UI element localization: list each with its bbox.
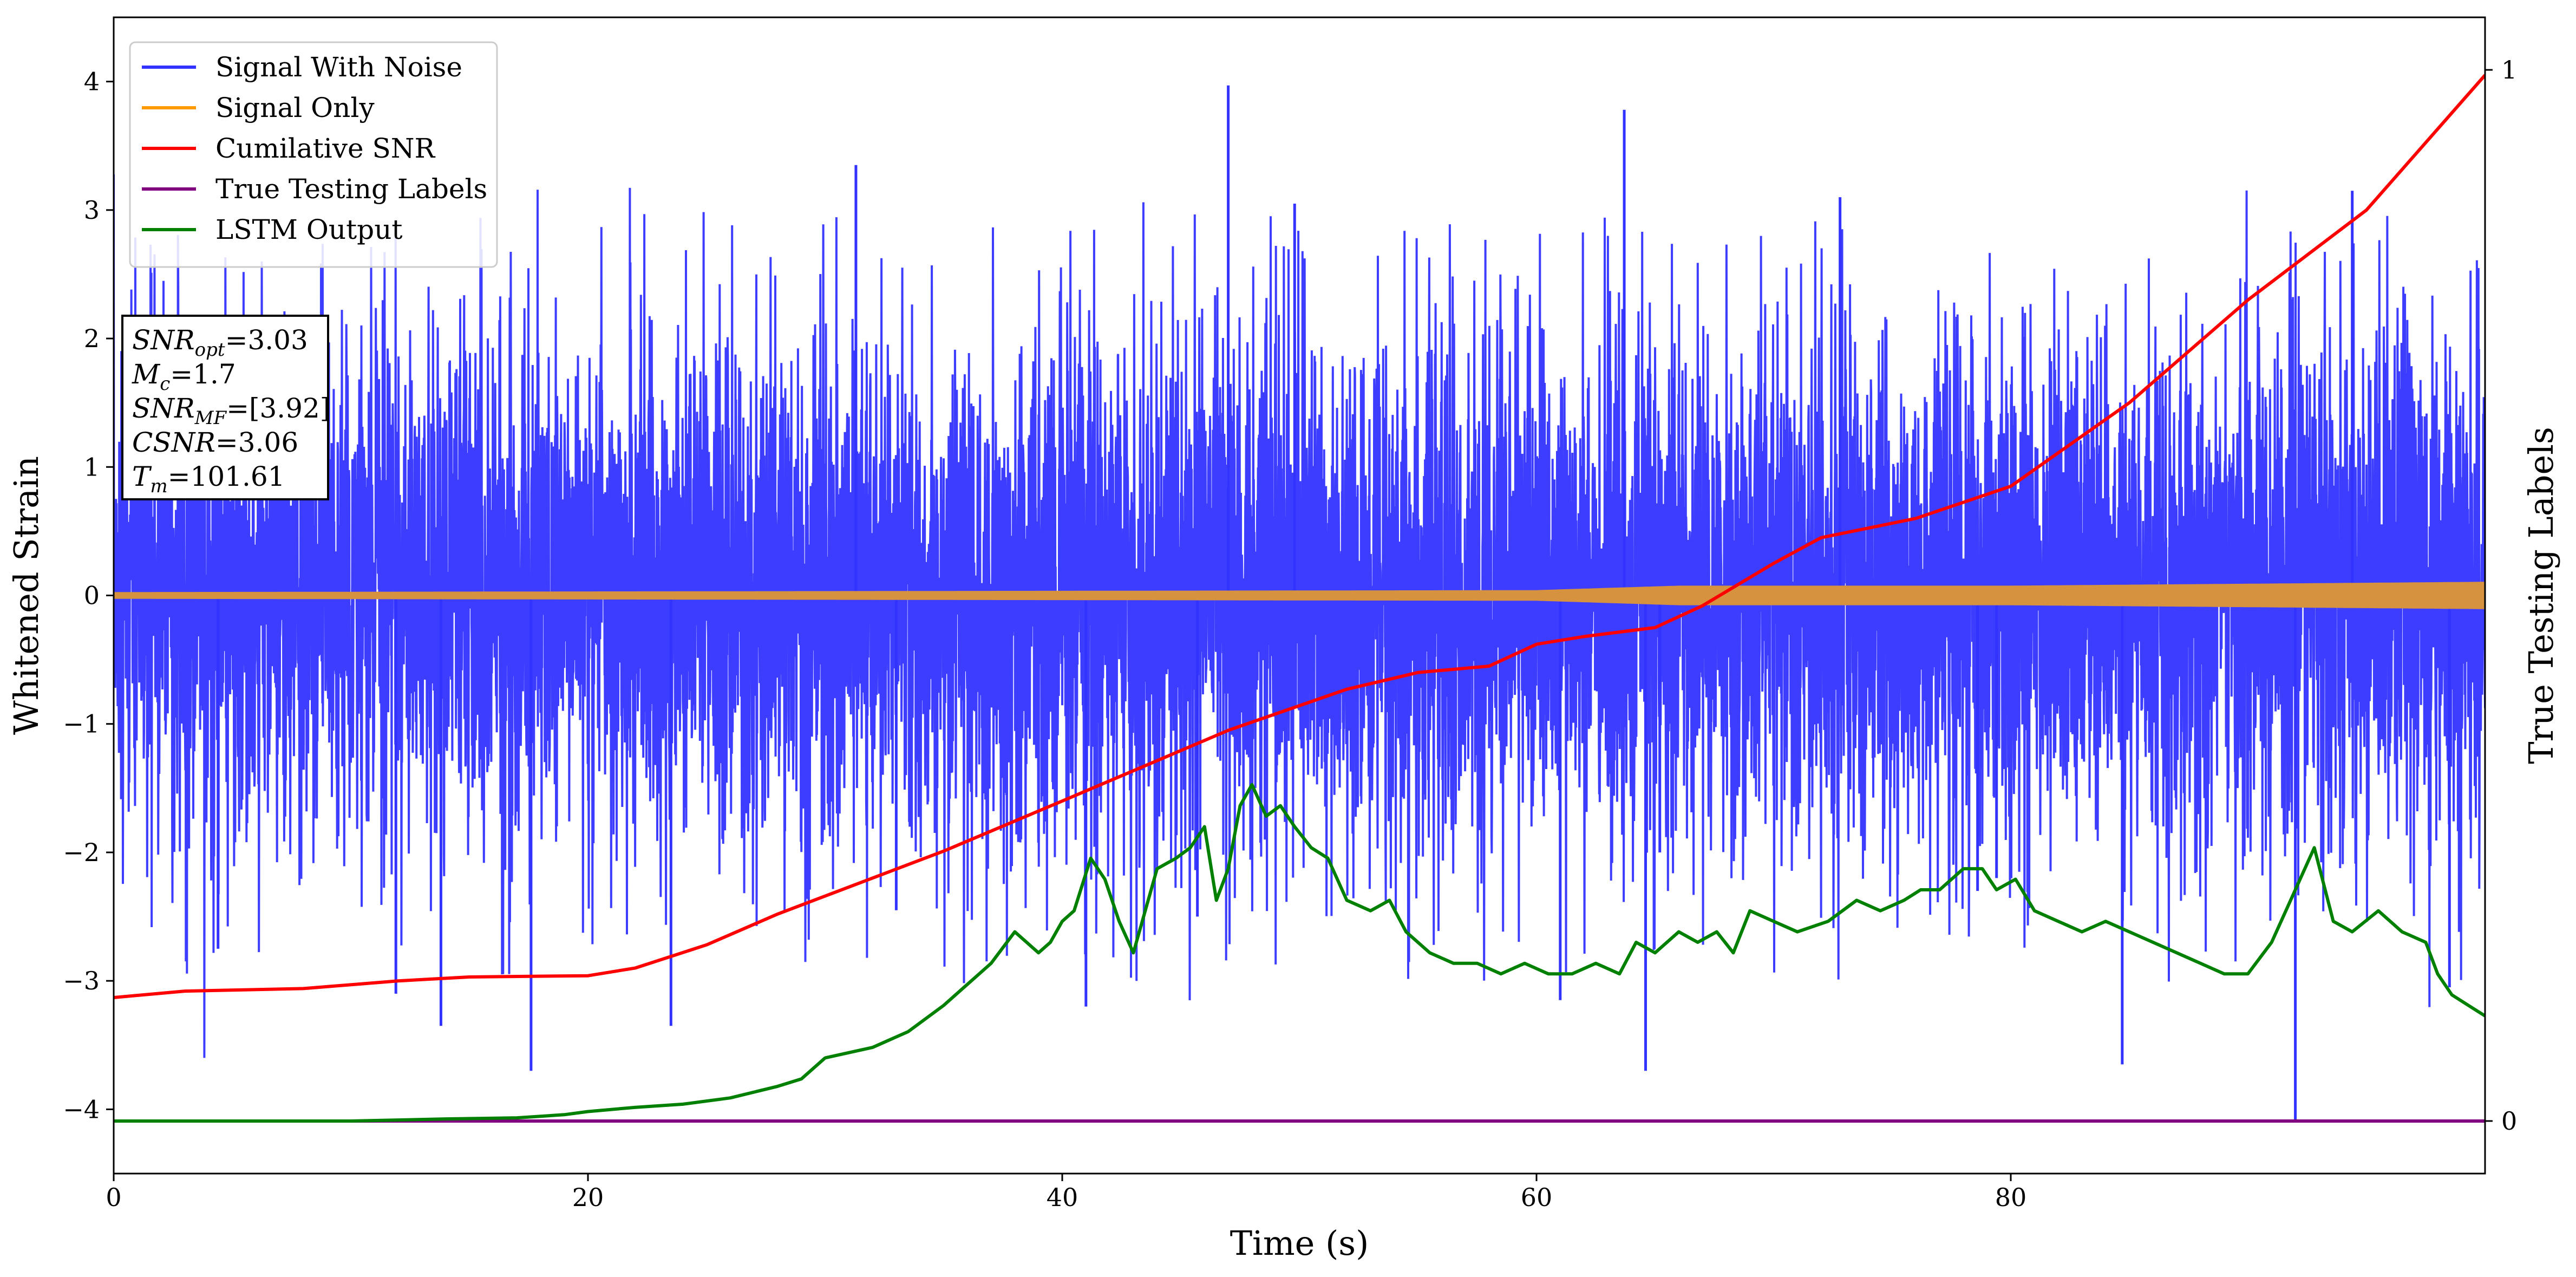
legend-box: [129, 41, 498, 268]
y-tick-label: 1: [84, 452, 100, 481]
info-line: Tm=101.61: [132, 461, 285, 497]
signal-only-line: [114, 582, 2485, 609]
y-tick-label: 4: [84, 67, 100, 96]
y-tick-label: 3: [84, 196, 100, 225]
y2-tick-label: 1: [2501, 55, 2517, 84]
x-tick-label: 0: [106, 1183, 121, 1212]
info-line: SNRMF=[3.92]: [132, 393, 330, 429]
y-tick-label: −4: [63, 1094, 100, 1124]
y-tick-label: −1: [63, 709, 100, 739]
legend-label: Signal Only: [215, 92, 375, 123]
x-tick-label: 20: [572, 1183, 604, 1212]
legend-label: Cumilative SNR: [215, 133, 435, 164]
y-tick-label: 0: [84, 581, 100, 610]
x-tick-label: 80: [1995, 1183, 2027, 1212]
x-axis-title: Time (s): [1230, 1223, 1369, 1263]
y2-tick-label: 0: [2501, 1106, 2517, 1136]
info-line: SNRopt=3.03: [132, 324, 308, 361]
plot-area: [114, 74, 2485, 1123]
cumilative-snr-line: [114, 74, 2485, 999]
x-tick-label: 40: [1047, 1183, 1078, 1212]
info-box: SNRopt=3.03Mc=1.7SNRMF=[3.92]CSNR=3.06Tm…: [121, 315, 330, 500]
y-tick-label: −3: [63, 966, 100, 995]
lstm-output-line: [114, 783, 2485, 1123]
info-line: Mc=1.7: [132, 359, 236, 395]
legend-label: True Testing Labels: [215, 173, 487, 205]
y2-axis-title: True Testing Labels: [2521, 427, 2561, 764]
y-axis-title: Whitened Strain: [6, 456, 46, 735]
legend-label: LSTM Output: [215, 214, 402, 245]
y-tick-label: −2: [63, 838, 100, 867]
legend: Signal With Noise Signal Only Cumilative S…: [129, 41, 498, 268]
info-line: CSNR=3.06: [132, 427, 298, 458]
legend-label: Signal With Noise: [215, 51, 462, 83]
info-box-frame: [121, 315, 329, 500]
y-tick-label: 2: [84, 324, 100, 353]
x-tick-label: 60: [1521, 1183, 1553, 1212]
